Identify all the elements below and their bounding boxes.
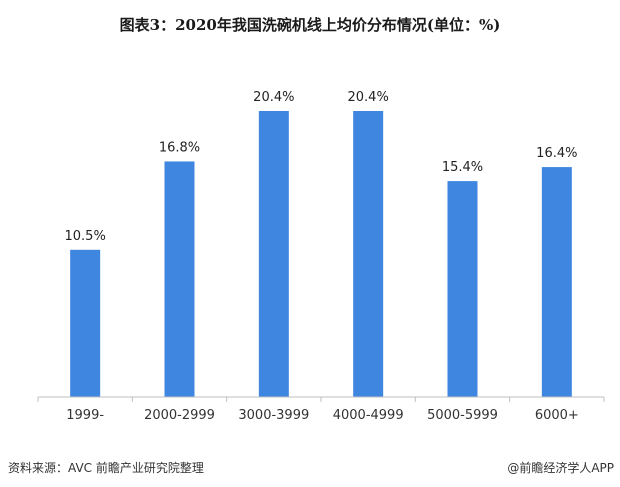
bar-2000-2999 [164,161,195,397]
x-tick-label: 4000-4999 [333,408,404,423]
data-label: 20.4% [253,90,294,105]
bar-6000+ [541,167,572,397]
x-tick-label: 1999- [66,408,104,423]
x-tick-label: 3000-3999 [238,408,309,423]
x-tick-label: 6000+ [535,408,579,423]
data-label: 16.4% [536,146,577,161]
source-note: 资料来源：AVC 前瞻产业研究院整理 [8,461,204,475]
chart-title: 图表3：2020年我国洗碗机线上均价分布情况(单位：%) [119,16,501,34]
bar-1999- [70,249,101,397]
bar-3000-3999 [258,111,289,397]
bar-5000-5999 [447,181,478,397]
data-label: 15.4% [442,160,483,175]
data-label: 20.4% [348,90,389,105]
bar-4000-4999 [353,111,384,397]
x-tick-label: 2000-2999 [144,408,215,423]
data-label: 10.5% [65,229,106,244]
x-tick-label: 5000-5999 [427,408,498,423]
brand-note: @前瞻经济学人APP [507,461,614,475]
data-label: 16.8% [159,140,200,155]
